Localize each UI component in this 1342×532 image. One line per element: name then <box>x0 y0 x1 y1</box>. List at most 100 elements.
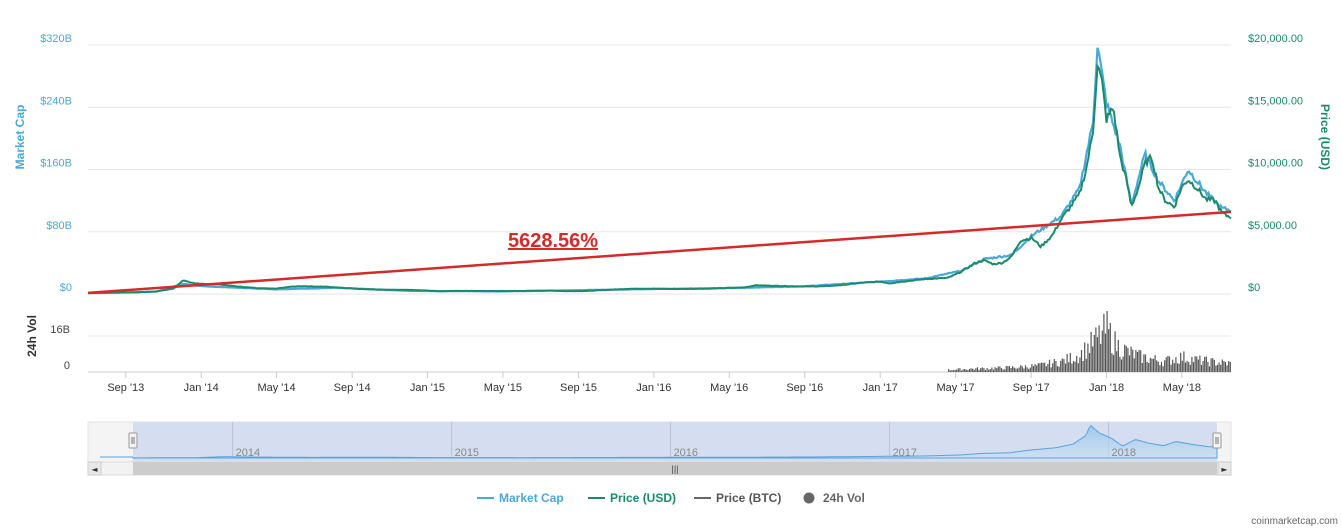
scroll-right-button[interactable] <box>1217 461 1232 476</box>
left-tick-label: $240B <box>40 95 72 107</box>
volume-bar <box>1135 350 1137 372</box>
volume-bar <box>1029 367 1031 372</box>
volume-bar <box>1028 368 1030 372</box>
volume-bar <box>994 367 996 372</box>
x-tick-label: Sep '17 <box>1013 382 1050 394</box>
legend-item-price-btc[interactable]: Price (BTC) <box>694 491 781 505</box>
left-axis-title: Market Cap <box>13 105 27 170</box>
x-tick-label: Jan '15 <box>410 382 445 394</box>
volume-bar <box>956 369 958 372</box>
volume-bar <box>952 370 955 372</box>
volume-bar <box>1205 356 1207 372</box>
x-axis-ticks: Sep '13 Jan '14 May '14 Sep '14 Jan '15 May '… <box>107 372 1201 394</box>
trend-line <box>87 210 1232 295</box>
x-tick-label: Jan '17 <box>863 382 898 394</box>
volume-bar <box>1140 350 1142 372</box>
volume-bar <box>1005 366 1007 372</box>
volume-bar <box>1090 331 1092 372</box>
x-tick-label: May '17 <box>936 382 974 394</box>
volume-bar <box>1165 357 1167 372</box>
volume-bar <box>981 367 983 372</box>
volume-bar <box>1164 360 1166 372</box>
volume-bar <box>962 369 964 372</box>
volume-bar <box>1197 359 1199 372</box>
volume-axis-ticks: 0 16B <box>50 324 70 372</box>
volume-bar <box>1200 364 1203 372</box>
scrollbar-thumb[interactable] <box>133 462 1217 475</box>
x-tick-label: May '14 <box>257 382 295 394</box>
volume-bar <box>1207 361 1209 372</box>
volume-tick-label: 0 <box>64 360 70 372</box>
volume-bar <box>949 370 951 372</box>
volume-bar <box>1024 365 1027 372</box>
volume-bar <box>1079 357 1081 372</box>
legend-item-price-usd[interactable]: Price (USD) <box>588 491 676 505</box>
volume-bar <box>1085 358 1087 372</box>
volume-bar <box>948 369 950 372</box>
volume-bar <box>1077 363 1079 372</box>
volume-bar <box>1015 368 1017 372</box>
legend-label: Market Cap <box>499 491 564 505</box>
volume-bar <box>1020 365 1022 372</box>
legend-swatch <box>803 492 815 504</box>
volume-bar <box>1213 359 1215 372</box>
volume-bar <box>959 368 961 372</box>
volume-bar <box>1122 356 1124 372</box>
volume-bar <box>1069 353 1071 372</box>
volume-bar <box>1160 361 1163 372</box>
volume-bar <box>1149 357 1151 372</box>
right-tick-label: $15,000.00 <box>1248 95 1303 107</box>
volume-bar <box>996 368 998 372</box>
volume-bar <box>1184 362 1187 372</box>
volume-bar <box>1112 354 1115 372</box>
volume-bar <box>1130 346 1132 372</box>
volume-bar <box>1151 358 1153 372</box>
volume-bar <box>1088 353 1091 372</box>
volume-axis-title: 24h Vol <box>25 315 39 357</box>
right-tick-label: $10,000.00 <box>1248 158 1303 170</box>
volume-bar <box>1223 361 1225 372</box>
volume-bar <box>1103 313 1105 372</box>
volume-bar <box>988 369 990 372</box>
volume-bar <box>960 370 963 372</box>
volume-bars <box>948 311 1231 372</box>
volume-bar <box>1141 363 1143 372</box>
left-axis-ticks: $0 $80B $160B $240B $320B <box>40 33 72 294</box>
x-tick-label: Sep '13 <box>107 382 144 394</box>
range-navigator[interactable]: 2014 2015 2016 2017 2018 ||| ◄ ► <box>87 421 1232 476</box>
volume-bar <box>1125 346 1127 372</box>
volume-bar <box>1167 355 1169 372</box>
volume-bar <box>1082 361 1084 372</box>
volume-bar <box>984 370 987 372</box>
volume-bar <box>1157 361 1159 372</box>
volume-bar <box>1117 340 1119 372</box>
left-tick-label: $320B <box>40 33 72 45</box>
volume-bar <box>1173 363 1175 372</box>
volume-bar <box>1210 358 1212 372</box>
volume-bar <box>980 368 982 372</box>
volume-bar <box>1180 352 1182 372</box>
volume-bar <box>1063 359 1065 372</box>
navigator-right-handle[interactable] <box>1212 432 1222 449</box>
navigator-left-handle[interactable] <box>128 432 138 449</box>
scroll-left-button[interactable] <box>87 461 102 476</box>
volume-bar <box>1000 368 1003 372</box>
volume-bar <box>1144 354 1147 372</box>
volume-bar <box>992 369 995 372</box>
credit-link[interactable]: coinmarketcap.com <box>1251 516 1338 527</box>
volume-bar <box>1068 362 1070 372</box>
volume-bar <box>970 368 972 372</box>
volume-bar <box>1064 363 1067 372</box>
price-usd-line <box>88 63 1232 294</box>
volume-bar <box>1047 363 1049 372</box>
scrollbar-grip[interactable]: ||| <box>671 464 678 474</box>
volume-bar <box>973 369 975 372</box>
volume-bar <box>1191 356 1193 372</box>
legend-item-market-cap[interactable]: Market Cap <box>477 491 564 505</box>
volume-bar <box>1012 366 1014 372</box>
legend-item-24h-vol[interactable]: 24h Vol <box>803 491 865 505</box>
volume-bar <box>1095 327 1097 372</box>
volume-bar <box>1186 360 1188 372</box>
volume-bar <box>989 369 991 372</box>
